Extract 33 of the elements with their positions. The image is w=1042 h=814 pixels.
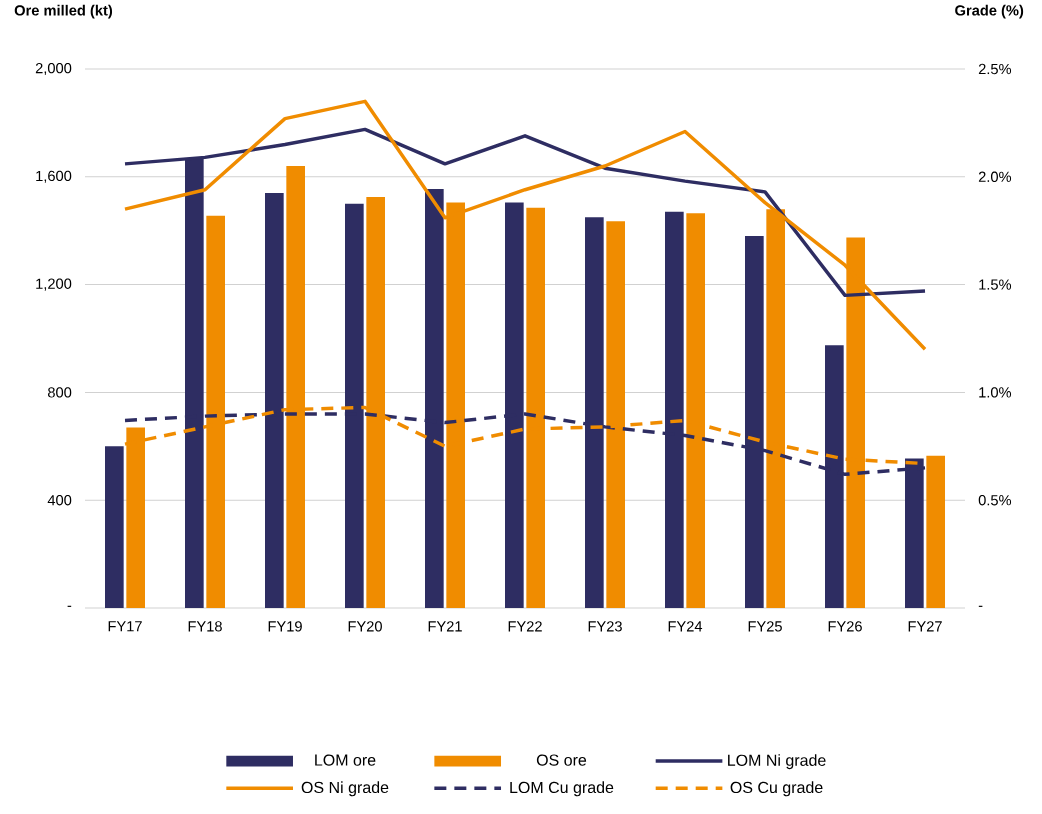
y2-axis-title: Grade (%)	[955, 4, 1024, 19]
bar	[926, 455, 946, 608]
x-tick-label: FY21	[428, 621, 462, 632]
y2-tick-label: 1.0%	[979, 387, 1012, 398]
x-tick-label: FY20	[348, 621, 382, 632]
y-tick-label: 400	[47, 495, 72, 506]
x-tick-label: FY24	[668, 621, 703, 632]
y-axis-title: Ore milled (kt)	[14, 4, 113, 19]
y-tick-label: 1,200	[36, 278, 72, 291]
x-tick-label: FY17	[108, 621, 142, 632]
y2-tick-label: 0.5%	[978, 495, 1012, 506]
y2-tick-label: 2.0%	[978, 171, 1012, 182]
y-tick-label: 2,000	[35, 62, 72, 76]
x-tick-label: FY27	[908, 621, 942, 632]
legend-label: OS Ni grade	[301, 781, 389, 797]
y-tick-label: 1,600	[36, 170, 72, 183]
legend-label: LOM ore	[315, 754, 376, 766]
y-tick-label: 800	[48, 387, 72, 398]
x-tick-label: FY25	[748, 621, 782, 632]
y-tick-label: -	[67, 605, 72, 607]
legend-label: LOM Cu grade	[510, 781, 614, 797]
x-tick-label: FY18	[188, 621, 222, 632]
x-tick-label: FY26	[828, 621, 862, 632]
legend-label: LOM Ni grade	[728, 754, 826, 770]
x-tick-label: FY23	[588, 621, 622, 632]
bar	[105, 446, 124, 608]
y2-tick-label: -	[978, 605, 983, 607]
legend-label: OS ore	[536, 754, 587, 766]
y2-tick-label: 2.5%	[978, 63, 1012, 75]
y2-tick-label: 1.5%	[979, 279, 1012, 290]
legend-label: OS Cu grade	[730, 781, 823, 797]
x-tick-label: FY22	[508, 621, 542, 632]
x-tick-label: FY19	[268, 621, 302, 632]
